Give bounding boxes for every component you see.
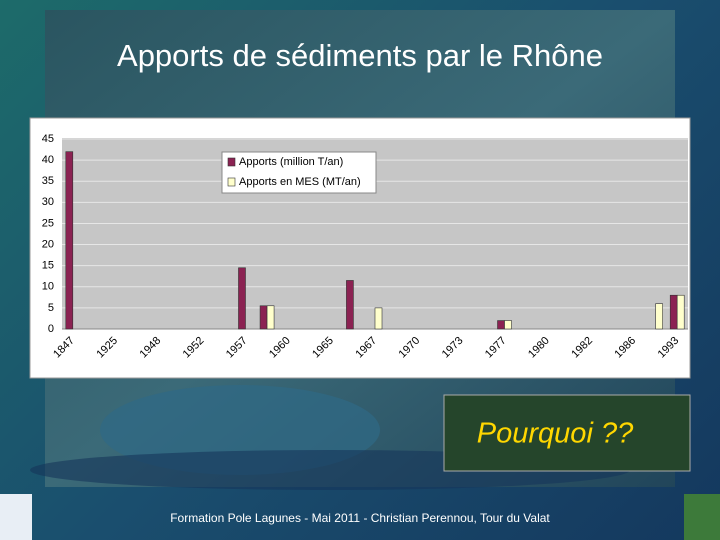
bar	[676, 294, 685, 330]
bar	[504, 320, 512, 330]
y-tick-label: 35	[42, 175, 54, 187]
callout-text: Pourquoi ??	[477, 418, 634, 450]
callout-box	[443, 394, 691, 472]
legend-swatch	[227, 177, 236, 187]
y-tick-label: 0	[48, 323, 54, 335]
legend-swatch	[227, 157, 236, 167]
legend-label: Apports (million T/an)	[239, 156, 343, 168]
y-tick-label: 40	[42, 154, 54, 166]
bar	[374, 307, 383, 330]
bar	[655, 303, 663, 330]
bar	[65, 151, 74, 330]
legend-label: Apports en MES (MT/an)	[239, 176, 361, 188]
y-tick-label: 10	[42, 281, 54, 293]
logo-right	[684, 494, 720, 540]
bar	[346, 280, 354, 330]
legend-box	[221, 151, 377, 194]
y-tick-label: 25	[42, 217, 54, 229]
bar	[497, 320, 505, 330]
bar	[266, 305, 275, 330]
bar	[259, 305, 268, 330]
footer: Formation Pole Lagunes - Mai 2011 - Chri…	[170, 511, 550, 525]
y-tick-label: 20	[42, 238, 54, 250]
bar	[238, 267, 246, 330]
y-tick-label: 30	[42, 196, 54, 208]
y-tick-label: 5	[48, 302, 54, 314]
slide-title: Apports de sédiments par le Rhône	[117, 38, 603, 73]
logo-left	[0, 494, 32, 540]
bar	[669, 294, 678, 330]
y-tick-label: 45	[42, 133, 54, 145]
y-tick-label: 15	[42, 260, 54, 272]
